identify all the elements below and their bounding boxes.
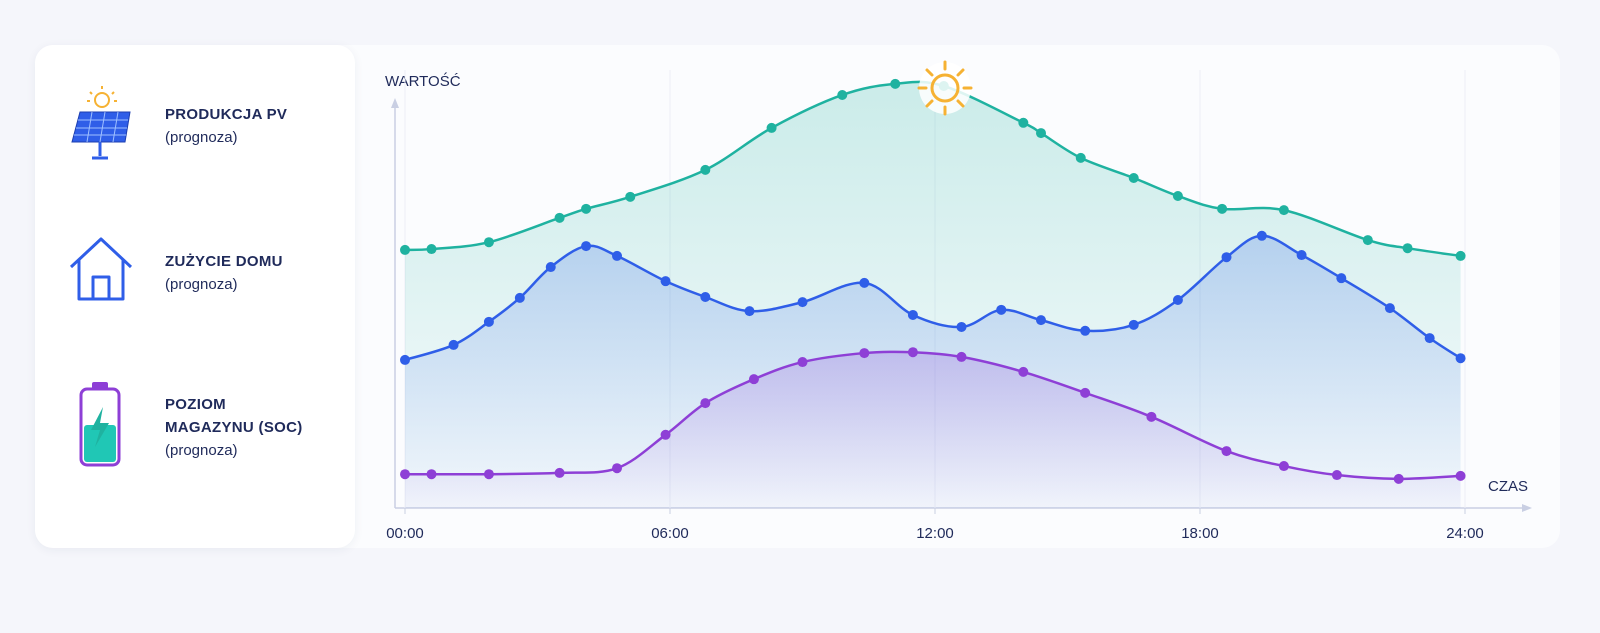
legend-label: PRODUKCJA PV bbox=[165, 106, 288, 123]
point bbox=[660, 429, 671, 440]
point bbox=[1256, 230, 1267, 241]
point bbox=[907, 347, 918, 358]
point bbox=[1172, 190, 1183, 201]
point bbox=[859, 348, 870, 359]
point bbox=[956, 351, 967, 362]
point bbox=[1393, 473, 1404, 484]
battery-icon bbox=[79, 382, 121, 467]
point bbox=[1080, 325, 1091, 336]
point bbox=[448, 339, 459, 350]
x-tick-label: 12:00 bbox=[916, 525, 954, 542]
point bbox=[1455, 470, 1466, 481]
point bbox=[996, 304, 1007, 315]
point bbox=[1278, 205, 1289, 216]
point bbox=[1075, 152, 1086, 163]
point bbox=[1221, 446, 1232, 457]
point bbox=[1128, 319, 1139, 330]
house-icon bbox=[69, 237, 133, 301]
point bbox=[625, 191, 636, 202]
legend-label: POZIOM MAGAZYNU (SOC) bbox=[165, 396, 303, 436]
point bbox=[1455, 353, 1466, 364]
x-tick-label: 00:00 bbox=[386, 525, 424, 542]
point bbox=[1384, 303, 1395, 314]
point bbox=[956, 321, 967, 332]
point bbox=[1146, 411, 1157, 422]
point bbox=[581, 241, 592, 252]
point bbox=[1278, 461, 1289, 472]
point bbox=[483, 469, 494, 480]
point bbox=[1018, 366, 1029, 377]
point bbox=[1296, 250, 1307, 261]
sun-icon bbox=[917, 60, 973, 116]
point bbox=[700, 398, 711, 409]
x-tick-label: 24:00 bbox=[1446, 525, 1484, 542]
legend-note: (prognoza) bbox=[165, 129, 238, 146]
point bbox=[1172, 294, 1183, 305]
point bbox=[907, 309, 918, 320]
x-axis-label: CZAS bbox=[1488, 478, 1528, 495]
point bbox=[837, 89, 848, 100]
point bbox=[1424, 333, 1435, 344]
legend-note: (prognoza) bbox=[165, 442, 238, 459]
point bbox=[797, 357, 808, 368]
legend-card: PRODUKCJA PV (prognoza) ZUŻYCIE DOMU (prog… bbox=[35, 45, 355, 548]
point bbox=[1331, 470, 1342, 481]
point bbox=[426, 244, 437, 255]
legend-entry: ZUŻYCIE DOMU (prognoza) bbox=[165, 250, 335, 296]
legend-note: (prognoza) bbox=[165, 276, 238, 293]
point bbox=[545, 262, 556, 273]
point bbox=[1080, 387, 1091, 398]
point bbox=[1362, 235, 1373, 246]
point bbox=[612, 250, 622, 261]
point bbox=[660, 276, 671, 287]
point bbox=[1402, 243, 1413, 254]
point bbox=[1455, 250, 1466, 261]
point bbox=[1217, 203, 1228, 214]
point bbox=[483, 237, 494, 248]
legend-entry: PRODUKCJA PV (prognoza) bbox=[165, 103, 335, 149]
point bbox=[1221, 252, 1232, 263]
point bbox=[1336, 273, 1347, 284]
point bbox=[554, 212, 565, 223]
point bbox=[1128, 173, 1139, 184]
x-tick-label: 06:00 bbox=[651, 525, 689, 542]
point bbox=[400, 244, 410, 255]
point bbox=[766, 122, 777, 133]
point bbox=[426, 469, 437, 480]
point bbox=[514, 292, 525, 303]
point bbox=[748, 374, 759, 385]
point bbox=[744, 306, 755, 317]
point bbox=[400, 469, 410, 480]
legend-icons bbox=[69, 86, 133, 467]
x-tick-label: 18:00 bbox=[1181, 525, 1219, 542]
point bbox=[797, 297, 808, 308]
point bbox=[554, 467, 565, 478]
point bbox=[859, 277, 870, 288]
y-axis-label: WARTOŚĆ bbox=[385, 72, 461, 90]
point bbox=[1036, 128, 1046, 139]
point bbox=[700, 291, 711, 302]
line bbox=[404, 234, 1462, 362]
point bbox=[1018, 117, 1029, 128]
point bbox=[700, 164, 711, 175]
area bbox=[405, 351, 1461, 508]
y-axis-arrow bbox=[391, 98, 399, 108]
x-axis-arrow bbox=[1522, 504, 1532, 512]
point bbox=[612, 463, 622, 474]
legend-entry: POZIOM MAGAZYNU (SOC) (prognoza) bbox=[165, 393, 315, 462]
point bbox=[483, 316, 494, 327]
point bbox=[400, 354, 410, 365]
legend-label: ZUŻYCIE DOMU bbox=[165, 253, 283, 270]
point bbox=[581, 203, 592, 214]
point bbox=[890, 78, 901, 89]
point bbox=[1036, 315, 1046, 326]
solar-icon bbox=[71, 86, 131, 160]
